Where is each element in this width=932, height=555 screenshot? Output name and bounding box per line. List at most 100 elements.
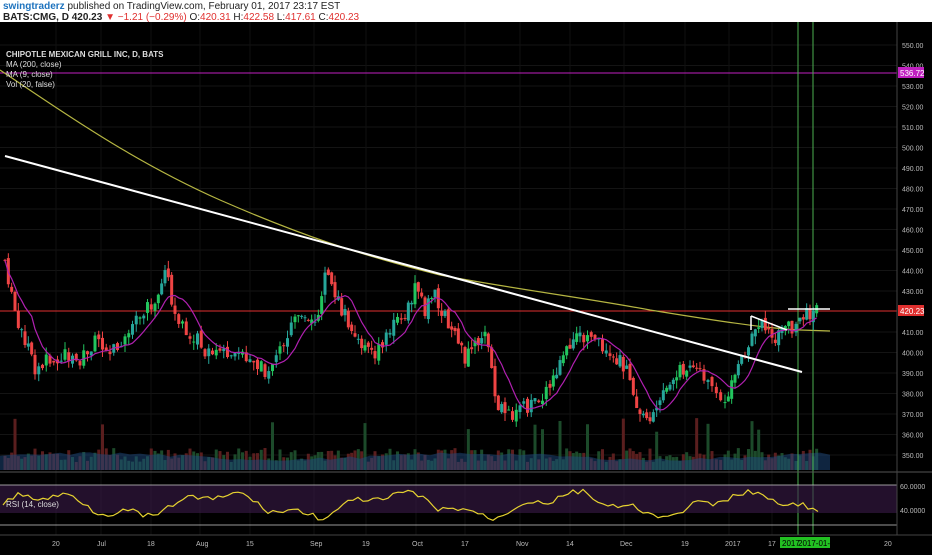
- legend-vol[interactable]: Vol (20, false): [6, 80, 55, 89]
- candle-body: [575, 333, 579, 342]
- candle-body: [303, 317, 307, 319]
- candle-body: [310, 319, 314, 324]
- volume-bar: [586, 424, 589, 470]
- candle-body: [446, 309, 450, 329]
- price-tick: 350.00: [902, 453, 924, 460]
- low-label: L:: [276, 12, 286, 23]
- price-tick: 510.00: [902, 125, 924, 132]
- candle-body: [645, 412, 649, 419]
- price-tick: 550.00: [902, 43, 924, 50]
- candle-body: [723, 402, 727, 404]
- candle-body: [641, 413, 645, 416]
- level-tag-text: 536.72: [900, 69, 925, 78]
- candle-body: [568, 344, 572, 349]
- candle-body: [211, 350, 214, 355]
- candle-body: [13, 291, 17, 311]
- candle-body: [514, 409, 518, 422]
- candle-body: [20, 329, 24, 331]
- publish-line: swingtraderz published on TradingView.co…: [3, 1, 340, 12]
- candle-body: [808, 308, 812, 320]
- time-tick: 19: [681, 541, 689, 548]
- candle-body: [777, 330, 781, 346]
- time-tick: 14: [566, 541, 574, 548]
- candle-body: [460, 342, 464, 346]
- candle-body: [370, 347, 374, 350]
- time-tick: 18: [147, 541, 155, 548]
- legend-ma9[interactable]: MA (9, close): [6, 70, 53, 79]
- candle-body: [558, 360, 562, 375]
- candle-body: [565, 346, 569, 356]
- legend-rsi[interactable]: RSI (14, close): [6, 500, 59, 509]
- candle-body: [589, 332, 593, 337]
- price-tick: 400.00: [902, 351, 924, 358]
- candle-body: [203, 349, 207, 357]
- candle-body: [282, 345, 286, 347]
- candle-body: [313, 321, 317, 323]
- candle-body: [635, 396, 639, 409]
- candle-body: [541, 400, 544, 405]
- candle-body: [601, 339, 604, 352]
- candle-body: [615, 358, 619, 365]
- candle-body: [330, 272, 334, 285]
- candle-body: [320, 296, 324, 314]
- trendline-main[interactable]: [4, 155, 803, 373]
- candle-body: [410, 302, 414, 305]
- candle-body: [244, 352, 248, 362]
- rsi-tick: 40.0000: [900, 508, 925, 515]
- volume-bar: [648, 448, 652, 470]
- candle-body: [733, 374, 737, 383]
- candle-body: [714, 386, 718, 394]
- volume-bar: [271, 422, 274, 470]
- candle-body: [356, 338, 360, 340]
- time-tick: 17: [768, 541, 776, 548]
- candle-body: [702, 369, 706, 381]
- candle-body: [207, 348, 211, 357]
- price-tick: 450.00: [902, 248, 924, 255]
- time-tick: 17: [461, 541, 469, 548]
- candle-body: [668, 384, 672, 390]
- candle-body: [67, 352, 71, 361]
- candle-body: [586, 335, 589, 342]
- candle-body: [229, 355, 233, 357]
- candle-body: [604, 350, 608, 354]
- candle-body: [199, 330, 203, 348]
- candle-body: [3, 259, 7, 261]
- price-axis[interactable]: 550.00540.00530.00520.00510.00500.00490.…: [902, 43, 924, 460]
- close-label: C:: [318, 12, 329, 23]
- candle-body: [443, 310, 447, 317]
- legend-ma200[interactable]: MA (200, close): [6, 60, 62, 69]
- candle-body: [271, 364, 274, 372]
- author-link[interactable]: swingtraderz: [3, 1, 65, 12]
- candle-body: [252, 360, 256, 363]
- time-axis[interactable]: 20 Jul 18 Aug 15 Sep 19 Oct 17 Nov 14 Dec 19 2017 17 20: [52, 541, 892, 548]
- candle-body: [757, 327, 761, 329]
- price-tick: 460.00: [902, 228, 924, 235]
- published-text: published on TradingView.com, February 0…: [67, 1, 341, 12]
- candle-body: [343, 309, 347, 316]
- candle-body: [149, 304, 153, 310]
- candle-body: [112, 344, 116, 353]
- trendline-flag-top[interactable]: [750, 315, 788, 331]
- candle-body: [156, 294, 160, 304]
- candle-body: [473, 340, 477, 347]
- candle-body: [496, 395, 500, 411]
- volume-bar: [695, 418, 699, 470]
- time-tick: Aug: [196, 541, 209, 548]
- candle-body: [131, 324, 134, 335]
- volume-bar: [363, 423, 367, 470]
- candle-body: [173, 305, 177, 314]
- candle-body: [486, 333, 490, 348]
- volume-bar: [621, 418, 625, 470]
- candle-body: [685, 370, 689, 377]
- candle-body: [456, 328, 460, 344]
- chart-area[interactable]: 550.00540.00530.00520.00510.00500.00490.…: [0, 22, 932, 550]
- price-tick: 490.00: [902, 166, 924, 173]
- close-value: 420.23: [328, 12, 360, 23]
- candle-body: [811, 310, 815, 323]
- candle-body: [274, 355, 278, 362]
- candle-body: [373, 351, 377, 359]
- candle-body: [555, 374, 559, 379]
- volume-bar: [13, 418, 17, 470]
- price-tick: 470.00: [902, 207, 924, 214]
- price-chart[interactable]: 550.00540.00530.00520.00510.00500.00490.…: [0, 22, 932, 550]
